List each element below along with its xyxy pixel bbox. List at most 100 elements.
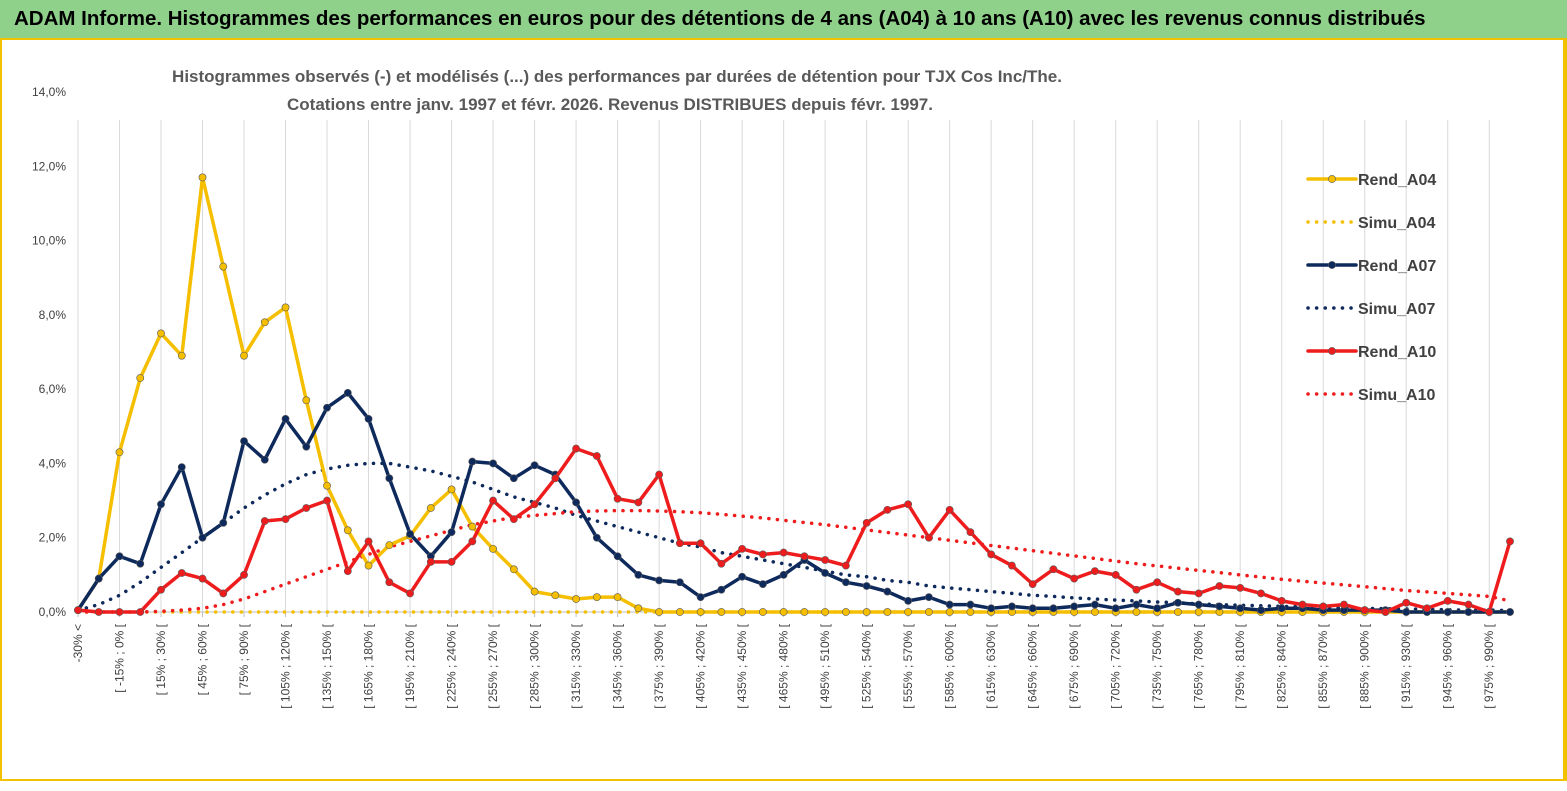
data-point-rend-a10 (1340, 600, 1348, 609)
data-point-rend-a10 (1506, 537, 1514, 546)
x-tick-label: [ 105% ; 120% [ (279, 623, 293, 708)
data-point-rend-a10 (1298, 600, 1307, 609)
data-point-rend-a10 (198, 574, 207, 583)
data-point-rend-a10 (613, 494, 622, 503)
data-point-rend-a04 (924, 608, 933, 616)
data-point-rend-a04 (821, 608, 830, 616)
y-tick-label: 0,0% (39, 605, 67, 619)
data-point-rend-a10 (966, 528, 975, 537)
data-point-rend-a04 (364, 561, 373, 570)
data-point-rend-a07 (1443, 608, 1452, 616)
data-point-rend-a07 (281, 414, 290, 423)
x-tick-label: [ -15% ; 0% [ (113, 623, 127, 692)
data-point-rend-a04 (281, 303, 290, 312)
y-tick-label: 6,0% (39, 382, 67, 396)
data-point-rend-a07 (1506, 608, 1514, 616)
legend: Rend_A04 Simu_A04 Rend_A07 Simu_A07 Rend_A10… (1306, 172, 1436, 404)
x-tick-label: [ 645% ; 660% [ (1026, 623, 1040, 708)
data-point-rend-a07 (177, 463, 186, 472)
data-point-rend-a10 (1132, 585, 1141, 594)
data-point-rend-a10 (821, 556, 830, 564)
data-point-rend-a04 (385, 541, 394, 550)
x-tick-label: [ 45% ; 60% [ (196, 623, 210, 695)
data-point-rend-a07 (924, 593, 933, 602)
data-point-rend-a10 (260, 517, 269, 525)
data-point-rend-a04 (198, 173, 207, 182)
data-point-rend-a10 (1402, 598, 1411, 607)
chart-subtitle-line-1: Histogrammes observés (-) et modélisés (… (172, 67, 1062, 86)
data-point-rend-a10 (800, 552, 809, 561)
data-point-rend-a04 (675, 608, 684, 616)
data-point-rend-a04 (343, 526, 352, 535)
data-point-rend-a10 (551, 474, 560, 483)
data-point-rend-a10 (136, 608, 145, 616)
data-point-rend-a04 (1091, 608, 1099, 616)
data-point-rend-a07 (468, 457, 477, 466)
data-point-rend-a10 (655, 470, 664, 479)
data-point-rend-a10 (489, 496, 497, 505)
data-point-rend-a07 (219, 518, 228, 527)
data-point-rend-a07 (323, 403, 331, 412)
data-point-rend-a07 (260, 455, 269, 464)
data-point-rend-a04 (696, 608, 705, 616)
x-tick-label: [ 465% ; 480% [ (777, 623, 791, 708)
data-point-rend-a10 (1008, 561, 1016, 570)
data-point-rend-a07 (1028, 604, 1037, 613)
y-tick-label: 10,0% (32, 234, 66, 248)
data-point-rend-a04 (613, 593, 622, 602)
data-point-rend-a04 (634, 604, 643, 613)
data-point-rend-a04 (240, 351, 248, 360)
series-group (74, 173, 1514, 616)
x-tick-label: [ 945% ; 960% [ (1441, 623, 1455, 708)
y-tick-label: 2,0% (39, 531, 67, 545)
data-point-rend-a04 (302, 396, 311, 405)
data-point-rend-a07 (343, 388, 352, 397)
data-point-rend-a10 (1443, 596, 1452, 605)
x-tick-label: [ 765% ; 780% [ (1192, 623, 1206, 708)
legend-label: Rend_A07 (1358, 258, 1436, 275)
x-tick-label: [ 555% ; 570% [ (901, 623, 915, 708)
data-point-rend-a07 (613, 552, 622, 561)
data-point-rend-a04 (883, 608, 892, 616)
data-point-rend-a07 (198, 533, 207, 542)
data-point-rend-a07 (1257, 606, 1265, 615)
data-point-rend-a07 (1277, 604, 1286, 613)
data-point-rend-a10 (343, 567, 352, 576)
data-point-rend-a10 (509, 515, 518, 524)
data-point-rend-a10 (738, 544, 747, 553)
x-tick-label: [ 345% ; 360% [ (611, 623, 625, 708)
data-point-rend-a10 (924, 533, 933, 542)
data-point-rend-a04 (136, 374, 145, 382)
page-title: ADAM Informe. Histogrammes des performan… (14, 7, 1426, 30)
data-point-rend-a07 (634, 570, 643, 579)
data-point-rend-a04 (1174, 608, 1182, 616)
data-point-rend-a10 (572, 444, 580, 453)
data-point-rend-a07 (136, 559, 145, 568)
data-point-rend-a04 (779, 608, 788, 616)
data-point-rend-a10 (634, 498, 643, 507)
data-point-rend-a04 (509, 565, 518, 574)
data-point-rend-a07 (1464, 608, 1473, 616)
x-tick-label: [ 795% ; 810% [ (1233, 623, 1247, 708)
data-point-rend-a10 (862, 518, 871, 527)
series-line-simu-a10 (76, 508, 1512, 614)
data-point-rend-a07 (406, 530, 414, 538)
data-point-rend-a07 (364, 414, 373, 423)
data-point-rend-a07 (1111, 604, 1120, 613)
data-point-rend-a04 (1132, 608, 1141, 616)
data-point-rend-a10 (758, 550, 767, 559)
legend-marker (1328, 175, 1336, 183)
x-tick-label: [ 135% ; 150% [ (320, 623, 334, 708)
x-tick-label: -30% < (71, 624, 85, 662)
data-point-rend-a10 (1464, 600, 1473, 609)
data-point-rend-a10 (323, 496, 331, 505)
data-point-rend-a04 (530, 587, 539, 596)
header-banner: ADAM Informe. Histogrammes des performan… (0, 0, 1567, 40)
data-point-rend-a10 (1215, 582, 1224, 590)
data-point-rend-a10 (1091, 567, 1099, 576)
data-point-rend-a10 (302, 504, 311, 512)
data-point-rend-a07 (1091, 600, 1099, 609)
data-point-rend-a10 (468, 537, 477, 546)
x-tick-label: [ 225% ; 240% [ (445, 623, 459, 708)
data-point-rend-a07 (1215, 602, 1224, 611)
